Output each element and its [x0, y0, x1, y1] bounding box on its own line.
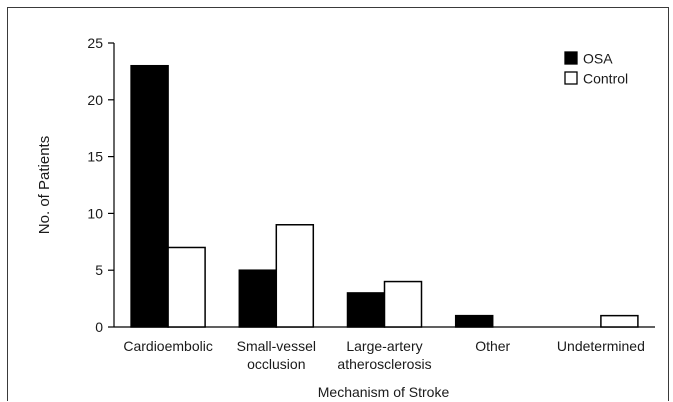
y-tick-label: 25 [87, 35, 103, 51]
x-tick-label: atherosclerosis [337, 356, 431, 372]
legend-label-osa: OSA [583, 51, 613, 67]
bar-osa-3 [454, 314, 494, 328]
y-tick-label: 15 [87, 149, 103, 165]
bar-control-0 [167, 246, 206, 328]
x-tick-label: occlusion [247, 356, 305, 372]
x-tick-labels: Cardioembolic Small-vessel occlusion Large-… [123, 338, 645, 372]
legend: OSA Control [564, 51, 628, 87]
x-tick-label: Cardioembolic [123, 338, 212, 354]
bar-osa-0 [130, 64, 169, 328]
bar-control-1 [275, 224, 315, 328]
y-ticks: 0 5 10 15 20 25 [87, 35, 114, 335]
legend-swatch-control [564, 71, 578, 85]
bars [130, 64, 639, 328]
legend-swatch-osa [564, 51, 578, 65]
x-tick-label: Large-artery [346, 338, 422, 354]
y-tick-label: 10 [87, 205, 103, 221]
y-tick-label: 0 [95, 319, 103, 335]
x-tick-label: Other [475, 338, 510, 354]
bar-control-2 [383, 280, 423, 328]
bar-osa-2 [346, 292, 386, 328]
legend-label-control: Control [583, 71, 628, 87]
y-tick-label: 20 [87, 92, 103, 108]
chart-frame [7, 7, 669, 401]
y-axis-label: No. of Patients [36, 136, 53, 234]
bar-control-4 [600, 314, 639, 328]
x-tick-label: Small-vessel [237, 338, 316, 354]
y-tick-label: 5 [95, 262, 103, 278]
x-tick-label: Undetermined [557, 338, 645, 354]
bar-osa-1 [238, 269, 278, 328]
x-axis-label: Mechanism of Stroke [318, 384, 450, 400]
